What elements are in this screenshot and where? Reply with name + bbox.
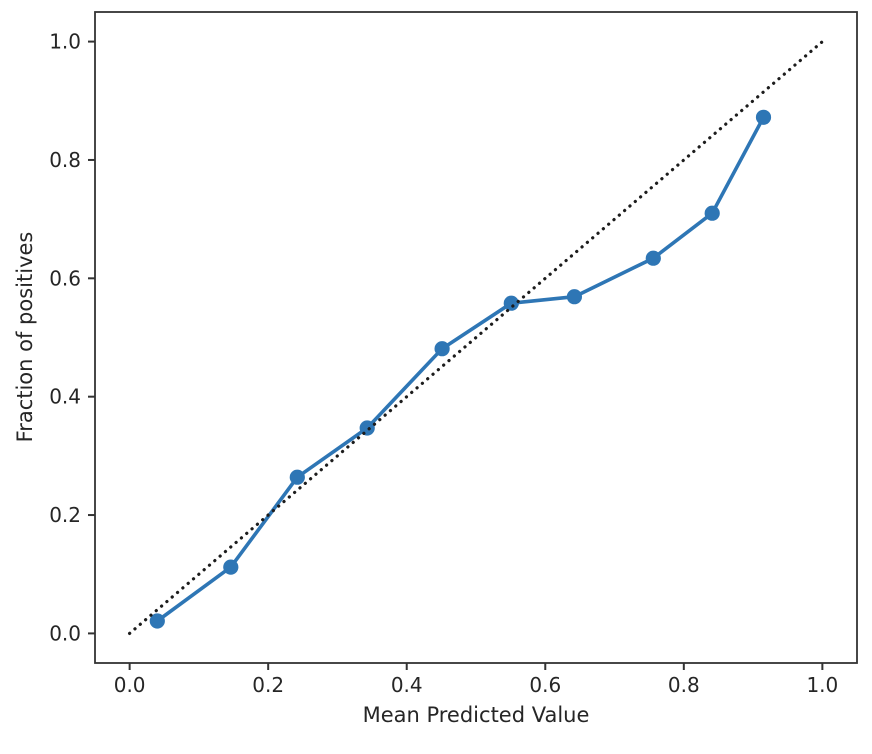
data-point-marker [755, 109, 772, 125]
data-point-marker [704, 205, 720, 221]
x-tick-label: 1.0 [806, 673, 838, 697]
data-point-marker [223, 559, 239, 575]
y-tick-label: 1.0 [49, 30, 81, 54]
data-point-marker [645, 250, 661, 266]
data-point-marker [434, 341, 450, 357]
y-tick-label: 0.0 [49, 621, 81, 645]
axis-ticks: 0.0 0.2 0.4 0.6 0.8 1.0 0.0 0.2 0.4 0.6 0.8 1.0 [49, 30, 838, 697]
y-axis-label: Fraction of positives [13, 232, 37, 443]
plot-frame [94, 11, 858, 664]
data-point-marker [289, 469, 305, 485]
data-point-marker [566, 289, 583, 305]
calibration-curve-line [155, 115, 766, 623]
data-point-marker [503, 295, 519, 311]
x-tick-label: 0.2 [252, 673, 284, 697]
plot-series [128, 40, 824, 635]
x-tick-label: 0.6 [529, 673, 561, 697]
y-tick-label: 0.2 [49, 503, 81, 527]
data-point-marker [359, 420, 375, 436]
x-tick-label: 0.8 [668, 673, 700, 697]
y-tick-label: 0.4 [49, 385, 81, 409]
y-tick-label: 0.6 [49, 266, 81, 290]
x-tick-label: 0.4 [391, 673, 423, 697]
data-point-marker [149, 613, 165, 629]
y-tick-label: 0.8 [49, 148, 81, 172]
x-tick-label: 0.0 [114, 673, 146, 697]
perfect-calibration-reference-line [128, 40, 824, 635]
x-axis-label: Mean Predicted Value [363, 703, 590, 727]
